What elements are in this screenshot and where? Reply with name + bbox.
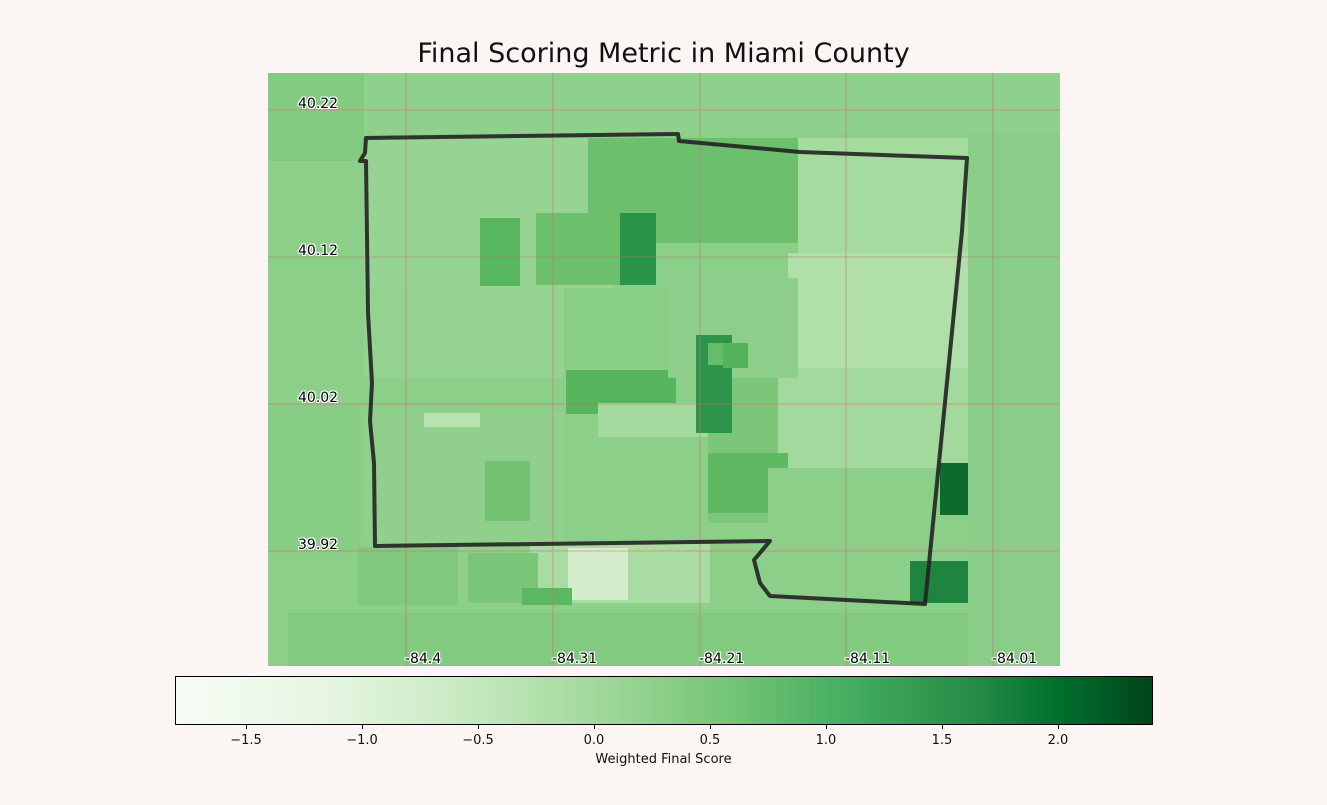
colorbar-tick: [246, 724, 247, 729]
colorbar-tick-label: 0.0: [583, 733, 605, 748]
lon-label: -84.11: [845, 651, 891, 666]
choropleth-map: 40.22 40.12 40.02 39.92 -84.4 -84.31 -84…: [268, 73, 1060, 666]
lat-label: 40.12: [298, 243, 339, 259]
lon-label: -84.4: [405, 651, 442, 666]
colorbar-title: Weighted Final Score: [595, 752, 732, 767]
colorbar-tick: [1058, 724, 1059, 729]
lon-label: -84.21: [699, 651, 745, 666]
lat-label: 39.92: [298, 537, 339, 553]
colorbar-tick: [710, 724, 711, 729]
map-title: Final Scoring Metric in Miami County: [417, 38, 910, 69]
colorbar-tick-label: 1.0: [815, 733, 837, 748]
lat-label: 40.22: [298, 96, 339, 112]
colorbar-tick: [478, 724, 479, 729]
colorbar-tick-label: 0.5: [699, 733, 721, 748]
colorbar: [175, 676, 1153, 725]
colorbar-tick: [942, 724, 943, 729]
colorbar-tick-label: −0.5: [462, 733, 494, 748]
choropleth-canvas: [268, 73, 1060, 666]
county-boundary: [358, 132, 969, 606]
colorbar-tick: [362, 724, 363, 729]
colorbar-tick: [826, 724, 827, 729]
colorbar-tick-label: −1.0: [346, 733, 378, 748]
colorbar-tick-label: 2.0: [1047, 733, 1069, 748]
colorbar-tick-label: −1.5: [230, 733, 262, 748]
lon-label: -84.01: [992, 651, 1038, 666]
colorbar-tick: [594, 724, 595, 729]
lon-label: -84.31: [552, 651, 598, 666]
lat-label: 40.02: [298, 390, 339, 406]
colorbar-tick-label: 1.5: [931, 733, 953, 748]
